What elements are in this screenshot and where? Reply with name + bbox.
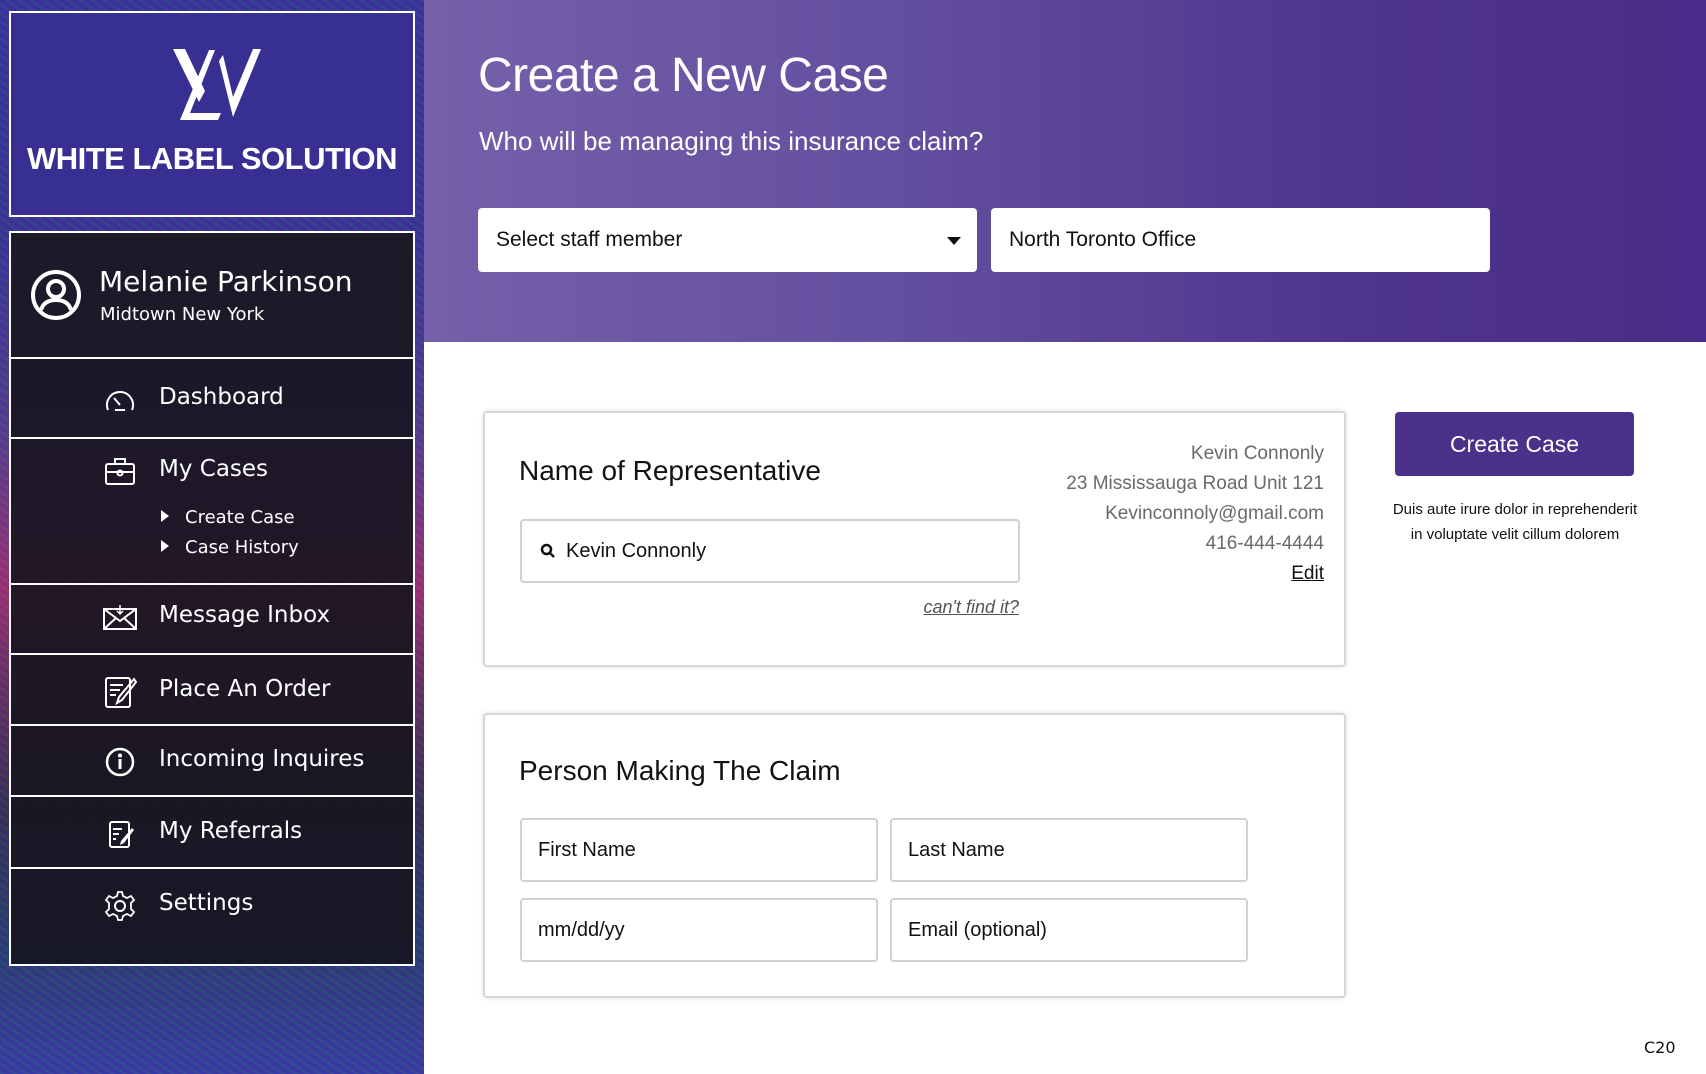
create-case-button[interactable]: Create Case [1395,412,1634,476]
nav-label: Place An Order [159,676,331,702]
nav-my-cases[interactable]: My Cases [11,441,413,501]
nav-label: Incoming Inquires [159,746,365,772]
email-input[interactable]: Email (optional) [890,898,1248,962]
search-value: Kevin Connonly [566,540,707,562]
nav-dashboard[interactable]: Dashboard [11,369,413,429]
nav-case-history[interactable]: Case History [161,537,299,558]
edit-rep-link[interactable]: Edit [1291,563,1324,584]
staff-member-select[interactable]: Select staff member [478,208,977,272]
sub-label: Case History [185,537,299,558]
page-subtitle: Who will be managing this insurance clai… [479,126,984,156]
search-icon [540,543,555,558]
page-code: C20 [1644,1038,1676,1057]
nav-label: My Cases [159,456,269,482]
nav-settings[interactable]: Settings [11,875,413,935]
chevron-down-icon [947,237,961,245]
envelope-icon [103,605,137,630]
divider [11,867,413,869]
description-line: Duis aute irure dolor in reprehenderit [1392,501,1638,518]
first-name-input[interactable]: First Name [520,818,878,882]
divider [11,653,413,655]
wls-logo-icon [173,49,261,120]
claimant-card: Person Making The Claim First Name Last … [483,713,1346,998]
date-of-birth-input[interactable]: mm/dd/yy [520,898,878,962]
user-location: Midtown New York [100,304,265,325]
representative-card: Name of Representative Kevin Connonly ca… [483,411,1346,667]
user-name: Melanie Parkinson [99,265,353,298]
briefcase-icon [105,458,135,485]
nav-label: Dashboard [159,384,284,410]
office-field[interactable]: North Toronto Office [991,208,1490,272]
caret-right-icon [161,540,169,552]
nav-label: My Referrals [159,818,303,844]
referral-document-icon [109,821,134,848]
divider [11,583,413,585]
nav-message-inbox[interactable]: Message Inbox [11,587,413,647]
sub-label: Create Case [185,507,295,528]
rep-phone: 416-444-4444 [1205,533,1324,554]
page-header: Create a New Case Who will be managing t… [424,0,1706,342]
speedometer-icon [106,391,134,411]
brand-name: WHITE LABEL SOLUTION [26,141,398,176]
edit-document-icon [105,677,137,708]
nav-place-order[interactable]: Place An Order [11,661,413,721]
office-value: North Toronto Office [1009,228,1197,251]
nav-my-referrals[interactable]: My Referrals [11,803,413,863]
divider [11,357,413,359]
divider [11,437,413,439]
representative-heading: Name of Representative [519,455,821,486]
select-value: Select staff member [496,228,683,251]
brand-logo-panel: WHITE LABEL SOLUTION [9,11,415,217]
nav-create-case[interactable]: Create Case [161,507,295,528]
nav-label: Settings [159,890,254,916]
nav-incoming-inquires[interactable]: Incoming Inquires [11,731,413,791]
gear-icon [104,891,136,921]
rep-email: Kevinconnoly@gmail.com [1105,503,1324,524]
user-profile[interactable]: Melanie Parkinson Midtown New York [11,233,413,357]
caret-right-icon [161,510,169,522]
cant-find-link[interactable]: can't find it? [923,597,1020,617]
rep-address: 23 Mississauga Road Unit 121 [1066,473,1324,494]
representative-search-input[interactable]: Kevin Connonly [520,519,1020,583]
claimant-heading: Person Making The Claim [519,755,841,786]
sidebar-nav: Melanie Parkinson Midtown New York Dashb… [9,231,415,966]
create-case-description: Duis aute irure dolor in reprehenderit i… [1380,497,1650,547]
divider [11,724,413,726]
description-line: in voluptate velit cillum dolorem [1410,526,1620,543]
nav-label: Message Inbox [159,602,331,628]
rep-name: Kevin Connonly [1190,443,1324,464]
last-name-input[interactable]: Last Name [890,818,1248,882]
page-title: Create a New Case [478,49,889,102]
info-icon [105,747,135,777]
user-avatar-icon [31,270,81,320]
divider [11,795,413,797]
